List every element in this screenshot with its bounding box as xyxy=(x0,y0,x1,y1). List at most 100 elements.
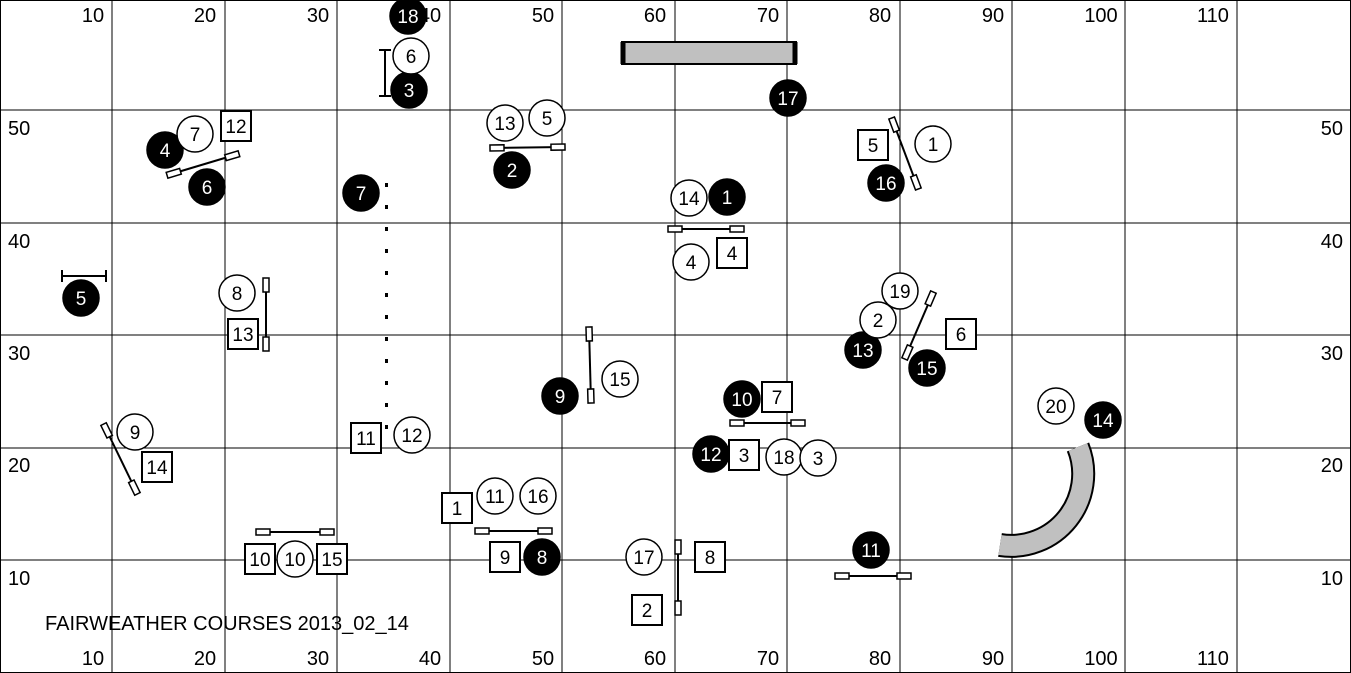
marker-number: 2 xyxy=(873,311,884,332)
jump-bar xyxy=(262,277,270,352)
jump-bar xyxy=(474,527,553,535)
marker-number: 15 xyxy=(609,370,630,391)
marker-number: 10 xyxy=(249,550,270,571)
marker-number: 7 xyxy=(190,125,201,146)
y-tick-label-right: 20 xyxy=(1321,455,1343,477)
marker-number: 14 xyxy=(146,458,168,479)
black-course-marker: 15 xyxy=(908,349,946,387)
marker-number: 13 xyxy=(494,114,515,135)
jump-bar xyxy=(834,572,912,580)
white-course-marker: 8 xyxy=(218,274,256,312)
marker-number: 14 xyxy=(1092,411,1114,432)
white-course-marker: 12 xyxy=(393,416,431,454)
jump-bar xyxy=(585,326,595,404)
y-tick-label-left: 20 xyxy=(8,455,30,477)
marker-number: 13 xyxy=(852,341,873,362)
x-tick-label-top: 20 xyxy=(194,5,216,27)
white-course-marker: 16 xyxy=(519,477,557,515)
black-course-marker: 13 xyxy=(844,331,882,369)
white-course-marker: 7 xyxy=(176,115,214,153)
jump-bar xyxy=(489,143,566,152)
marker-number: 12 xyxy=(700,445,721,466)
marker-number: 7 xyxy=(356,184,367,205)
y-tick-label-right: 50 xyxy=(1321,118,1343,140)
white-course-marker: 15 xyxy=(601,360,639,398)
marker-number: 4 xyxy=(686,253,697,274)
square-course-marker: 8 xyxy=(694,541,726,573)
marker-number: 18 xyxy=(773,448,794,469)
marker-number: 7 xyxy=(772,388,783,409)
marker-number: 5 xyxy=(542,109,553,130)
white-course-marker: 9 xyxy=(116,413,154,451)
jump-bar xyxy=(165,149,241,180)
square-course-marker: 7 xyxy=(761,381,793,413)
jump-bar xyxy=(887,116,923,191)
white-course-marker: 3 xyxy=(799,439,837,477)
curved-tunnel xyxy=(998,442,1096,558)
marker-number: 12 xyxy=(401,426,422,447)
marker-number: 8 xyxy=(232,284,243,305)
white-course-marker: 19 xyxy=(881,272,919,310)
square-course-marker: 3 xyxy=(728,439,760,471)
marker-number: 10 xyxy=(731,390,752,411)
white-course-marker: 1 xyxy=(914,125,952,163)
marker-number: 17 xyxy=(777,89,798,110)
square-course-marker: 6 xyxy=(945,318,977,350)
square-course-marker: 10 xyxy=(244,543,276,575)
marker-number: 10 xyxy=(284,550,305,571)
white-course-marker: 4 xyxy=(672,243,710,281)
single-bar xyxy=(379,49,391,97)
jump-bar xyxy=(255,528,335,536)
black-course-marker: 10 xyxy=(723,380,761,418)
weave-poles xyxy=(385,183,388,429)
x-tick-label-bottom: 50 xyxy=(532,648,554,670)
black-course-marker: 12 xyxy=(692,435,730,473)
marker-number: 9 xyxy=(130,423,141,444)
marker-number: 8 xyxy=(705,548,716,569)
jump-bar xyxy=(99,421,142,497)
white-course-marker: 5 xyxy=(528,99,566,137)
black-course-marker: 17 xyxy=(769,79,807,117)
marker-number: 1 xyxy=(722,188,733,209)
white-course-marker: 17 xyxy=(625,538,663,576)
jump-bar xyxy=(667,225,745,233)
y-tick-label-left: 30 xyxy=(8,343,30,365)
marker-number: 8 xyxy=(537,548,548,569)
x-tick-label-top: 10 xyxy=(82,5,104,27)
black-course-marker: 4 xyxy=(146,131,184,169)
black-course-marker: 14 xyxy=(1084,401,1122,439)
white-course-marker: 20 xyxy=(1037,387,1075,425)
marker-number: 11 xyxy=(861,541,881,562)
y-tick-label-left: 10 xyxy=(8,568,30,590)
black-course-marker: 9 xyxy=(541,377,579,415)
marker-number: 19 xyxy=(889,282,910,303)
x-tick-label-top: 100 xyxy=(1084,5,1117,27)
marker-number: 14 xyxy=(678,189,700,210)
x-tick-label-bottom: 10 xyxy=(82,648,104,670)
white-course-marker: 11 xyxy=(476,477,514,515)
y-axis-right-labels: 50 40 30 20 10 xyxy=(1321,118,1343,590)
marker-number: 11 xyxy=(485,487,505,508)
x-axis-top-labels: 10 20 30 40 50 60 70 80 90 100 110 xyxy=(82,5,1229,27)
square-course-marker: 4 xyxy=(716,237,748,269)
square-course-marker: 11 xyxy=(350,422,382,454)
black-course-marker: 18 xyxy=(389,0,427,35)
square-course-marker: 14 xyxy=(141,451,173,483)
black-course-marker: 2 xyxy=(493,151,531,189)
jump-bar xyxy=(729,419,806,427)
obstacles xyxy=(61,41,1096,616)
x-tick-label-bottom: 20 xyxy=(194,648,216,670)
marker-number: 3 xyxy=(739,446,750,467)
x-axis-bottom-labels: 10 20 30 40 50 60 70 80 90 100 110 xyxy=(82,648,1229,670)
y-tick-label-right: 30 xyxy=(1321,343,1343,365)
white-course-marker: 13 xyxy=(486,104,524,142)
x-tick-label-bottom: 80 xyxy=(869,648,891,670)
x-tick-label-bottom: 110 xyxy=(1197,648,1229,670)
marker-number: 2 xyxy=(507,161,518,182)
white-course-marker: 10 xyxy=(276,540,314,578)
marker-number: 6 xyxy=(956,325,967,346)
marker-number: 13 xyxy=(232,325,253,346)
